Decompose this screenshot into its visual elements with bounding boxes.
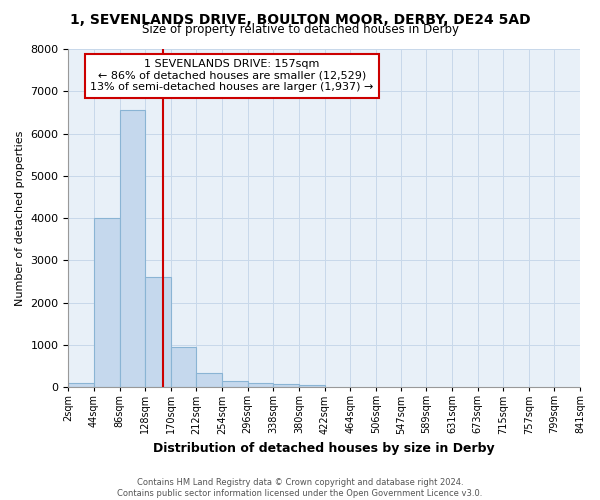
Bar — [119, 110, 145, 387]
Bar — [196, 374, 222, 387]
Bar — [299, 385, 325, 387]
Bar — [273, 384, 299, 387]
Y-axis label: Number of detached properties: Number of detached properties — [15, 130, 25, 306]
Bar — [94, 218, 119, 387]
Text: 1, SEVENLANDS DRIVE, BOULTON MOOR, DERBY, DE24 5AD: 1, SEVENLANDS DRIVE, BOULTON MOOR, DERBY… — [70, 12, 530, 26]
Bar — [248, 383, 273, 387]
Bar — [145, 278, 171, 387]
Text: Contains HM Land Registry data © Crown copyright and database right 2024.
Contai: Contains HM Land Registry data © Crown c… — [118, 478, 482, 498]
Text: 1 SEVENLANDS DRIVE: 157sqm
← 86% of detached houses are smaller (12,529)
13% of : 1 SEVENLANDS DRIVE: 157sqm ← 86% of deta… — [91, 59, 374, 92]
Bar — [171, 347, 196, 387]
Text: Size of property relative to detached houses in Derby: Size of property relative to detached ho… — [142, 22, 458, 36]
X-axis label: Distribution of detached houses by size in Derby: Distribution of detached houses by size … — [154, 442, 495, 455]
Bar — [222, 381, 248, 387]
Bar — [68, 383, 94, 387]
